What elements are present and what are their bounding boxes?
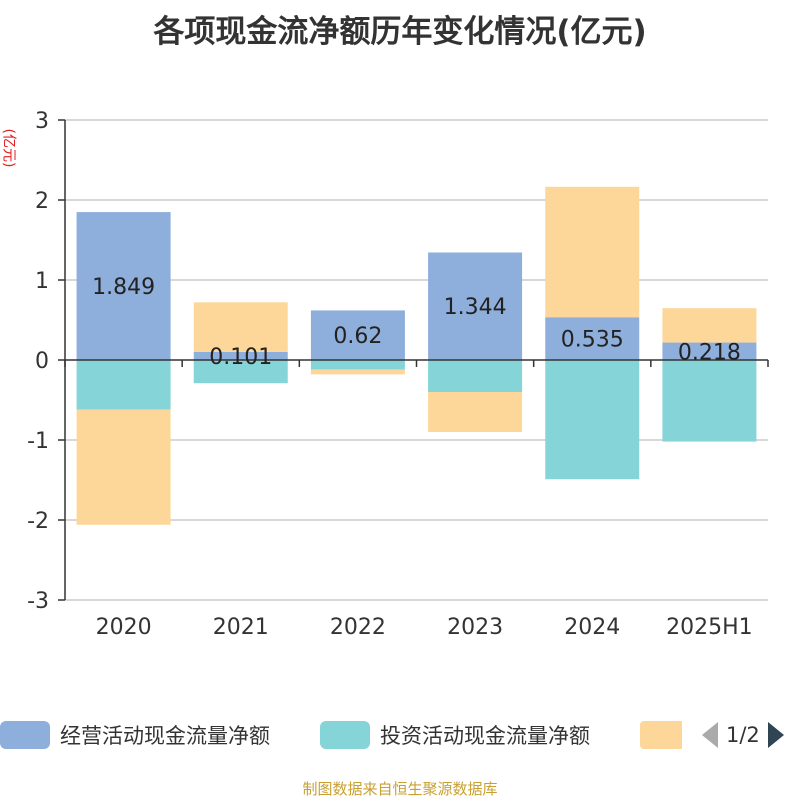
bar-operating-2022 bbox=[310, 310, 405, 360]
bar-financing-2021 bbox=[193, 302, 288, 352]
chart-title: 各项现金流净额历年变化情况(亿元) bbox=[153, 14, 647, 50]
source-footer: 制图数据来自恒生聚源数据库 bbox=[302, 780, 498, 798]
y-tick-label: 3 bbox=[35, 109, 49, 134]
prev-page-icon[interactable] bbox=[700, 720, 720, 750]
data-label-operating: 0.62 bbox=[333, 324, 382, 349]
bar-financing-2023 bbox=[428, 392, 523, 432]
next-page-icon[interactable] bbox=[766, 720, 786, 750]
data-label-operating: 1.849 bbox=[92, 275, 155, 300]
bar-financing-2025H1 bbox=[662, 308, 757, 343]
bar-financing-2022 bbox=[310, 369, 405, 375]
x-category-label: 2020 bbox=[96, 615, 152, 640]
bar-investing-2023 bbox=[428, 360, 523, 392]
bar-operating-2021 bbox=[193, 351, 288, 360]
legend-swatch-investing bbox=[320, 721, 370, 749]
legend-label-operating: 经营活动现金流量净额 bbox=[60, 724, 270, 748]
bar-investing-2020 bbox=[76, 360, 171, 410]
legend-swatch-financing bbox=[640, 721, 682, 749]
y-tick-label: -1 bbox=[27, 429, 49, 454]
bar-investing-2025H1 bbox=[662, 360, 757, 442]
axis-layer: 3 2 1 0 -1 -2 -3 bbox=[27, 109, 769, 614]
legend-item-investing[interactable]: 投资活动现金流量净额 bbox=[320, 720, 590, 750]
bar-investing-2021 bbox=[193, 360, 288, 384]
x-category-label: 2021 bbox=[213, 615, 269, 640]
x-category-label: 2022 bbox=[330, 615, 386, 640]
stacked-bar-chart: 3 2 1 0 -1 -2 -3 2020 2021 2022 2023 2024 2025H1 1.8… bbox=[27, 109, 769, 640]
x-category-label: 2024 bbox=[564, 615, 620, 640]
bar-financing-2020 bbox=[76, 409, 171, 525]
bar-operating-2024 bbox=[545, 317, 640, 360]
bar-investing-2022 bbox=[310, 360, 405, 370]
y-tick-label: 1 bbox=[35, 269, 49, 294]
legend-swatch-operating bbox=[0, 721, 50, 749]
x-category-label: 2023 bbox=[447, 615, 503, 640]
bar-operating-2023 bbox=[428, 252, 523, 360]
y-tick-label: -3 bbox=[27, 589, 49, 614]
data-label-operating: 1.344 bbox=[444, 295, 507, 320]
bar-investing-2024 bbox=[545, 360, 640, 480]
y-tick-label: 0 bbox=[35, 349, 49, 374]
bar-operating-2025H1 bbox=[662, 342, 757, 360]
x-category-label: 2025H1 bbox=[666, 615, 753, 640]
legend-pager: 1/2 bbox=[700, 720, 786, 750]
legend-item-financing[interactable] bbox=[640, 720, 682, 750]
bar-financing-2024 bbox=[545, 186, 640, 318]
legend-page-indicator: 1/2 bbox=[726, 723, 760, 747]
y-tick-label: 2 bbox=[35, 189, 49, 214]
grid-layer bbox=[65, 119, 768, 601]
label-layer: 2020 2021 2022 2023 2024 2025H1 1.849 0.101 0.62… bbox=[92, 275, 753, 640]
y-tick-label: -2 bbox=[27, 509, 49, 534]
legend-label-investing: 投资活动现金流量净额 bbox=[380, 724, 590, 748]
data-label-operating: 0.101 bbox=[209, 345, 272, 370]
data-label-operating: 0.535 bbox=[561, 328, 624, 353]
bar-layer bbox=[76, 186, 757, 525]
bar-operating-2020 bbox=[76, 212, 171, 360]
legend-item-operating[interactable]: 经营活动现金流量净额 bbox=[0, 720, 270, 750]
legend: 经营活动现金流量净额 投资活动现金流量净额 1/2 bbox=[0, 712, 800, 756]
data-label-operating: 0.218 bbox=[678, 340, 741, 365]
